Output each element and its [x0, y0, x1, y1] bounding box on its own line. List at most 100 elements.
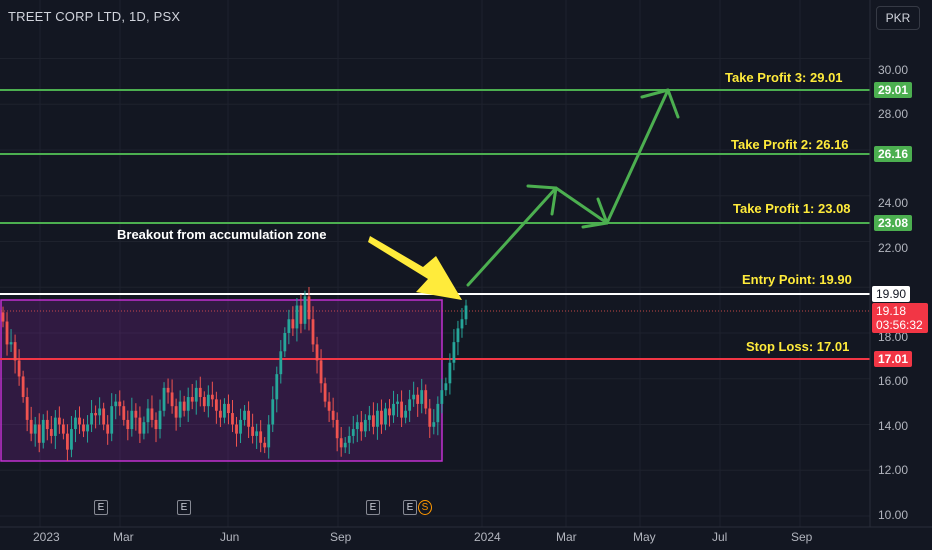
- candle-body: [214, 399, 218, 411]
- candle-body: [194, 387, 198, 402]
- candle-body: [363, 419, 367, 432]
- candle-body: [17, 360, 21, 377]
- candle-body: [202, 397, 206, 407]
- candle-body: [440, 390, 444, 404]
- x-tick-may: May: [633, 530, 656, 544]
- candle-body: [235, 424, 238, 434]
- candle-body: [1, 312, 5, 322]
- candle-body: [178, 401, 182, 418]
- candle-body: [335, 419, 339, 439]
- candle-body: [339, 438, 343, 448]
- candle-body: [404, 410, 408, 418]
- candle-body: [327, 401, 331, 411]
- candle-body: [41, 419, 45, 443]
- candle-body: [355, 422, 359, 430]
- candle-body: [372, 415, 375, 427]
- candle-body: [255, 431, 259, 436]
- candle-body: [182, 401, 186, 411]
- candle-body: [239, 419, 242, 434]
- candle-body: [331, 410, 335, 420]
- candle-body: [432, 422, 436, 427]
- candle-body: [134, 410, 138, 418]
- candle-body: [251, 426, 255, 436]
- candle-body: [303, 296, 307, 324]
- candle-body: [174, 406, 178, 418]
- tp2-label[interactable]: Take Profit 2: 26.16: [731, 137, 849, 152]
- x-tick-sep-2024: Sep: [791, 530, 813, 544]
- candle-body: [436, 403, 440, 423]
- candle-body: [118, 401, 122, 407]
- candle-body: [45, 419, 49, 430]
- candle-body: [380, 410, 383, 425]
- entry-label[interactable]: Entry Point: 19.90: [742, 272, 852, 287]
- candle-body: [190, 397, 194, 402]
- x-tick-jun: Jun: [220, 530, 240, 544]
- candle-body: [283, 332, 287, 352]
- earnings-icon[interactable]: E: [366, 500, 380, 515]
- candle-body: [456, 328, 460, 343]
- projection-arrow: [466, 88, 680, 287]
- candle-body: [162, 387, 166, 411]
- tp3-label[interactable]: Take Profit 3: 29.01: [725, 70, 843, 85]
- candle-body: [452, 342, 456, 363]
- candle-body: [243, 410, 246, 420]
- candle-body: [102, 408, 106, 425]
- stop-loss-label[interactable]: Stop Loss: 17.01: [746, 339, 850, 354]
- y-tick-14: 14.00: [878, 419, 909, 433]
- symbol-title[interactable]: TREET CORP LTD, 1D, PSX: [8, 9, 181, 24]
- breakout-arrow[interactable]: [368, 236, 462, 300]
- x-tick-jul: Jul: [712, 530, 728, 544]
- breakout-label[interactable]: Breakout from accumulation zone: [117, 227, 327, 242]
- candle-body: [351, 429, 355, 436]
- candle-body: [444, 383, 448, 391]
- candle-body: [206, 394, 210, 407]
- candle-body: [49, 429, 53, 436]
- candle-body: [130, 410, 134, 430]
- candle-body: [231, 413, 234, 425]
- projection-path: [466, 88, 670, 287]
- candle-body: [110, 406, 114, 434]
- earnings-icon[interactable]: E: [94, 500, 108, 515]
- y-tick-28: 28.00: [878, 107, 909, 121]
- candle-body: [307, 296, 311, 320]
- accumulation-zone[interactable]: [0, 299, 443, 462]
- candle-body: [275, 374, 279, 400]
- candle-body: [210, 394, 214, 400]
- candle-body: [396, 401, 399, 404]
- candle-body: [37, 424, 41, 443]
- candle-body: [146, 408, 150, 423]
- candle-body: [323, 383, 327, 402]
- candle-body: [25, 397, 29, 420]
- candle-body: [5, 321, 9, 345]
- current-price-tag: 19.18 03:56:32: [872, 303, 928, 333]
- y-tick-24: 24.00: [878, 196, 909, 210]
- x-tick-2024: 2024: [474, 530, 501, 544]
- candle-body: [98, 408, 102, 416]
- candle-body: [219, 410, 222, 418]
- candle-body: [150, 408, 154, 420]
- candle-body: [227, 403, 230, 414]
- currency-button[interactable]: PKR: [876, 6, 920, 30]
- candle-body: [388, 408, 391, 416]
- split-icon[interactable]: S: [418, 500, 432, 515]
- candle-body: [259, 431, 263, 443]
- candle-body: [57, 417, 61, 425]
- candle-body: [170, 392, 174, 407]
- stop-price-tag: 17.01: [874, 351, 913, 367]
- candle-body: [247, 410, 250, 427]
- earnings-icon[interactable]: E: [403, 500, 417, 515]
- candle-body: [347, 435, 351, 443]
- x-tick-2023: 2023: [33, 530, 60, 544]
- candle-body: [90, 413, 93, 425]
- y-tick-12: 12.00: [878, 463, 909, 477]
- tp1-label[interactable]: Take Profit 1: 23.08: [733, 201, 851, 216]
- tp2-price-tag: 26.16: [874, 146, 913, 162]
- earnings-icon[interactable]: E: [177, 500, 191, 515]
- candle-body: [9, 342, 13, 345]
- y-tick-10: 10.00: [878, 508, 909, 522]
- candle-body: [299, 305, 303, 324]
- candle-body: [158, 410, 162, 430]
- candle-body: [61, 424, 65, 434]
- y-tick-22: 22.00: [878, 241, 909, 255]
